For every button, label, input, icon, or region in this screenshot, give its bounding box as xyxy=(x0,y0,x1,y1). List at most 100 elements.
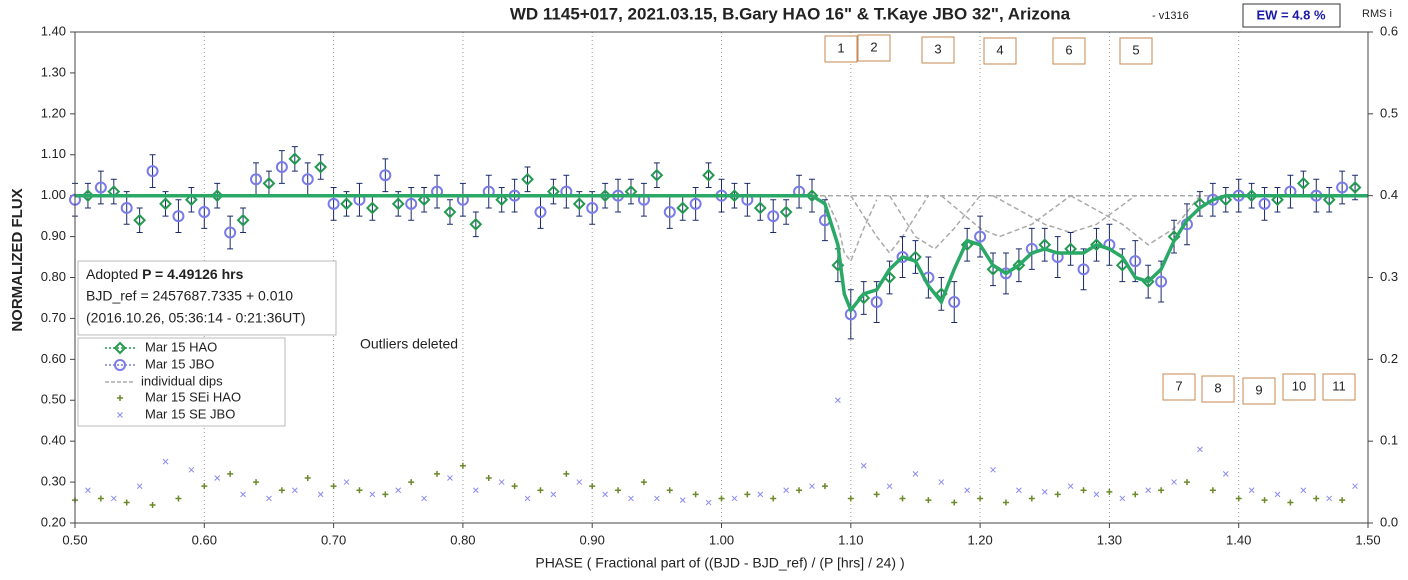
data-point xyxy=(236,213,250,227)
data-point xyxy=(1067,483,1074,490)
data-point xyxy=(770,495,777,502)
error-bar xyxy=(136,207,143,233)
x-tick-label: 0.90 xyxy=(580,532,605,547)
error-bar xyxy=(356,182,363,217)
error-bar xyxy=(1196,191,1203,217)
data-point xyxy=(1093,491,1100,498)
y-tick-label: 0.40 xyxy=(41,433,66,448)
error-bar xyxy=(977,215,984,258)
error-bar xyxy=(97,170,104,205)
data-point xyxy=(405,197,418,210)
data-point xyxy=(159,197,172,211)
error-bar xyxy=(951,281,958,324)
data-point xyxy=(485,474,492,481)
error-bar xyxy=(1326,186,1333,213)
dip-label-box xyxy=(1322,373,1356,401)
data-point xyxy=(744,491,751,498)
dip-label: 8 xyxy=(1214,380,1221,395)
data-point xyxy=(537,487,544,494)
data-point xyxy=(925,497,932,504)
data-point xyxy=(1235,495,1242,502)
data-point xyxy=(136,483,143,490)
info-box xyxy=(77,260,337,336)
data-point xyxy=(184,193,198,207)
data-point xyxy=(172,210,185,223)
data-point xyxy=(653,495,660,502)
legend-marker xyxy=(113,341,127,355)
x-tick-label: 1.50 xyxy=(1355,532,1380,547)
data-point xyxy=(705,499,712,506)
data-point xyxy=(873,491,880,498)
legend-label: Mar 15 SEi HAO xyxy=(145,389,241,404)
data-point xyxy=(1077,263,1090,276)
dip-label: 4 xyxy=(996,42,1003,57)
error-bar xyxy=(188,186,195,213)
data-point xyxy=(459,462,466,469)
data-point xyxy=(495,193,509,207)
dip-label-box xyxy=(1119,37,1153,65)
error-bar xyxy=(627,178,634,205)
dip-label-box xyxy=(857,34,891,62)
dip-label: 10 xyxy=(1292,378,1306,393)
data-point xyxy=(860,462,867,469)
data-point xyxy=(951,499,958,506)
data-point xyxy=(1313,495,1320,502)
x-tick-label: 0.50 xyxy=(62,532,87,547)
data-point xyxy=(1348,181,1362,194)
data-point xyxy=(317,491,324,498)
data-point xyxy=(1158,487,1165,494)
data-point xyxy=(899,495,906,502)
data-point xyxy=(1002,499,1009,506)
data-point xyxy=(1028,495,1035,502)
data-point xyxy=(1197,446,1203,453)
dip-curve xyxy=(1070,195,1201,246)
dip-curve xyxy=(850,195,930,255)
x-tick-label: 1.40 xyxy=(1226,532,1251,547)
period-value: P = 4.49126 hrs xyxy=(142,266,244,282)
error-bar xyxy=(1054,236,1061,278)
error-bar xyxy=(110,178,117,205)
data-point xyxy=(240,491,246,498)
data-point xyxy=(395,487,402,494)
data-point xyxy=(572,197,586,211)
y-axis-title: NORMALIZED FLUX xyxy=(9,188,26,331)
error-bar xyxy=(563,174,570,209)
data-point xyxy=(188,466,195,473)
legend-marker xyxy=(114,359,126,371)
y2-tick-label: 0.3 xyxy=(1380,269,1398,284)
plot-frame xyxy=(74,31,1369,524)
error-bar xyxy=(227,215,234,250)
error-bar xyxy=(175,199,182,233)
x-tick-label: 0.60 xyxy=(192,532,217,547)
x-tick-label: 1.10 xyxy=(838,532,863,547)
error-bar xyxy=(1274,186,1281,213)
data-point xyxy=(731,495,738,502)
error-bar xyxy=(524,166,531,193)
data-point xyxy=(550,491,557,498)
period-text: Adopted P = 4.49126 hrs xyxy=(86,266,244,282)
data-point xyxy=(1322,193,1336,207)
dip-label: 7 xyxy=(1175,378,1182,393)
data-point xyxy=(133,213,147,227)
error-bar xyxy=(421,186,428,213)
data-point xyxy=(753,201,767,215)
legend-marker xyxy=(117,412,123,418)
error-bar xyxy=(1028,227,1035,270)
y-tick-label: 0.50 xyxy=(41,392,66,407)
error-bar xyxy=(1183,203,1190,246)
data-point xyxy=(1339,497,1346,504)
data-point xyxy=(663,206,676,219)
dip-label: 9 xyxy=(1255,382,1262,397)
data-point xyxy=(628,495,634,502)
data-point xyxy=(602,491,608,498)
data-point xyxy=(434,470,441,477)
y2-tick-label: 0.0 xyxy=(1380,514,1398,529)
y-tick-label: 0.90 xyxy=(41,228,66,243)
data-point xyxy=(340,197,353,211)
data-point xyxy=(767,210,780,223)
data-point xyxy=(886,483,893,490)
data-point xyxy=(391,197,405,211)
chart-title: WD 1145+017, 2021.03.15, B.Gary HAO 16" … xyxy=(510,4,1071,23)
data-point xyxy=(278,487,285,494)
data-point xyxy=(718,495,725,502)
